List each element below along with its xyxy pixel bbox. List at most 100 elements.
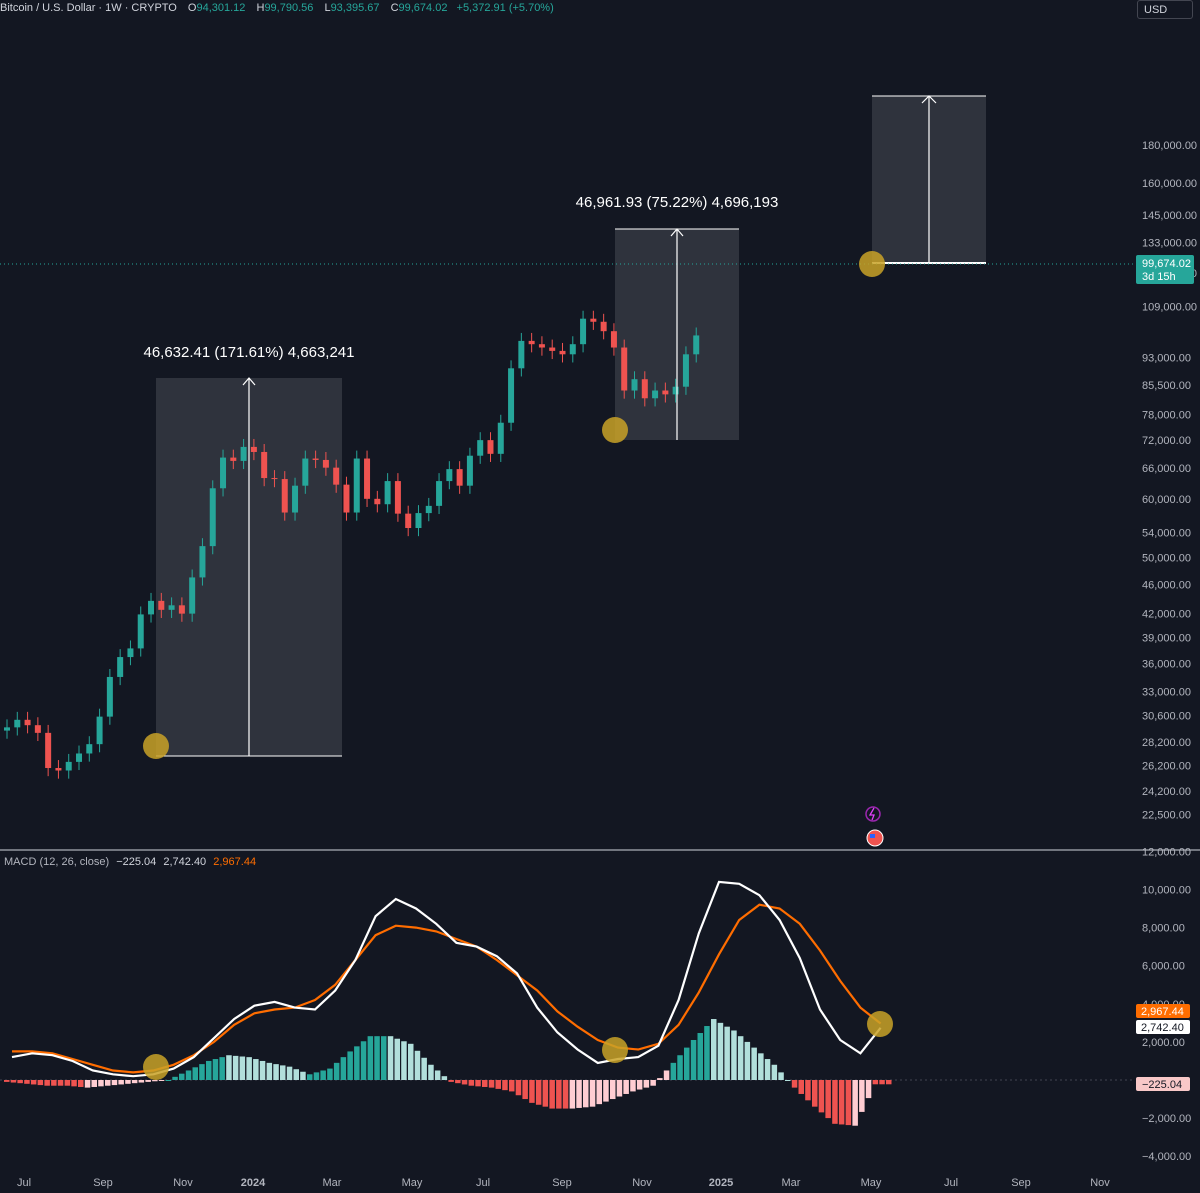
macd-hist-bar — [684, 1047, 690, 1080]
macd-hist-bar — [758, 1053, 764, 1080]
macd-hist-bar — [805, 1080, 811, 1101]
time-label-11: May — [861, 1177, 882, 1189]
macd-hist-bar — [266, 1062, 273, 1080]
signal-value: 2,967.44 — [1141, 1006, 1184, 1018]
macd-hist-bar — [596, 1080, 602, 1105]
candle — [209, 480, 216, 555]
macd-hist-bar — [441, 1076, 448, 1080]
macd-legend-hist: −225.04 — [116, 856, 157, 868]
macd-hist-bar — [798, 1080, 804, 1094]
candle — [631, 371, 638, 399]
macd-hist-bar — [259, 1060, 266, 1080]
entry-marker-1 — [143, 733, 169, 759]
macd-hist-bar — [307, 1074, 313, 1080]
macd-hist-bar — [549, 1080, 555, 1109]
candle — [240, 438, 247, 470]
price-tick-23: 22,500.00 — [1142, 810, 1191, 822]
macd-hist-bar — [17, 1080, 23, 1084]
candle — [518, 332, 525, 377]
high-value: 99,790.56 — [264, 2, 314, 14]
candle — [117, 649, 124, 686]
macd-hist-bar — [401, 1041, 407, 1080]
candle — [178, 597, 185, 622]
macd-hist-bar — [468, 1080, 475, 1086]
candle — [384, 473, 391, 513]
macd-hist-bar — [354, 1046, 360, 1080]
macd-hist-bar — [515, 1080, 522, 1096]
macd-hist-bar — [64, 1080, 71, 1086]
macd-hist-bar — [535, 1080, 542, 1105]
change-value: +5,372.91 (+5.70%) — [456, 2, 554, 14]
candle — [86, 736, 93, 762]
measure-label-2[interactable]: 46,961.93 (75.22%) 4,696,193 — [576, 194, 779, 211]
macd-hist-bar — [98, 1080, 104, 1087]
time-label-1: Sep — [93, 1177, 113, 1189]
macd-hist-bar — [320, 1070, 326, 1080]
time-axis[interactable]: Jul Sep Nov 2024 Mar May Jul Sep Nov 2025 Mar May Ju… — [17, 1177, 1110, 1189]
macd-hist-bar — [859, 1080, 865, 1112]
macd-hist-bar — [603, 1080, 609, 1102]
candle — [292, 477, 299, 521]
macd-hist-bar — [576, 1080, 582, 1108]
measure-arrow-1 — [242, 377, 256, 756]
macd-hist-bar — [192, 1067, 198, 1080]
candle — [65, 753, 72, 779]
price-tick-8: 78,000.00 — [1142, 409, 1191, 421]
macd-hist-bar — [280, 1065, 286, 1080]
macd-legend[interactable]: MACD (12, 26, close) −225.04 2,742.40 2,… — [4, 856, 256, 868]
macd-hist-bar — [509, 1080, 515, 1092]
close-label: C — [390, 2, 399, 14]
price-tick-12: 54,000.00 — [1142, 528, 1191, 540]
measure-label-1[interactable]: 46,632.41 (171.61%) 4,663,241 — [143, 344, 354, 361]
candle — [508, 360, 515, 431]
price-tick-18: 33,000.00 — [1142, 686, 1191, 698]
macd-hist-bar — [212, 1059, 219, 1080]
event-icons[interactable] — [865, 806, 884, 847]
macd-hist-bar — [10, 1080, 17, 1083]
price-tick-11: 60,000.00 — [1142, 494, 1191, 506]
macd-hist-bar — [105, 1080, 111, 1086]
macd-hist-bar — [448, 1080, 454, 1082]
macd-hist-bar — [744, 1041, 751, 1080]
open-label: O — [187, 2, 197, 14]
candle — [580, 310, 587, 353]
symbol-title[interactable]: Bitcoin / U.S. Dollar · 1W · CRYPTO — [0, 2, 177, 14]
macd-hist-bar — [482, 1080, 488, 1087]
macd-hist-bar — [475, 1080, 481, 1087]
macd-histogram — [4, 1019, 892, 1126]
macd-cross-marker-1 — [143, 1054, 169, 1080]
lightning-icon[interactable] — [865, 806, 881, 822]
candle — [45, 724, 52, 777]
price-tick-6: 93,000.00 — [1142, 353, 1191, 365]
macd-hist-bar — [731, 1030, 737, 1080]
macd-hist-bar — [253, 1059, 259, 1080]
macd-hist-bar — [24, 1080, 30, 1084]
candle — [466, 447, 473, 494]
symbol-legend[interactable]: Bitcoin / U.S. Dollar · 1W · CRYPTO O94,… — [0, 0, 1135, 18]
candle — [343, 476, 350, 521]
macd-hist-bar — [616, 1080, 623, 1097]
currency-button[interactable]: USD — [1137, 0, 1193, 19]
time-label-2: Nov — [173, 1177, 193, 1189]
macd-tick-1: 10,000.00 — [1142, 885, 1191, 897]
macd-hist-bar — [711, 1019, 717, 1080]
candle — [569, 336, 576, 363]
macd-hist-bar — [347, 1051, 353, 1080]
macd-hist-bar — [764, 1059, 771, 1080]
macd-hist-bar — [125, 1080, 131, 1084]
candle — [425, 497, 432, 522]
candle — [148, 592, 155, 623]
price-tick-15: 42,000.00 — [1142, 609, 1191, 621]
macd-hist-bar — [657, 1078, 663, 1080]
macd-axis[interactable]: 12,000.0010,000.008,000.006,000.004,000.… — [1142, 846, 1191, 1163]
macd-signal-line[interactable] — [12, 903, 882, 1074]
macd-hist-bar — [434, 1070, 441, 1080]
macd-hist-bar — [4, 1080, 10, 1082]
macd-tick-2: 8,000.00 — [1142, 923, 1185, 935]
candle — [34, 717, 41, 742]
candle — [456, 461, 463, 494]
price-tick-21: 26,200.00 — [1142, 761, 1191, 773]
time-label-7: Sep — [552, 1177, 572, 1189]
price-axis[interactable]: 180,000.00 160,000.00 145,000.00 133,000.00… — [1142, 140, 1197, 821]
